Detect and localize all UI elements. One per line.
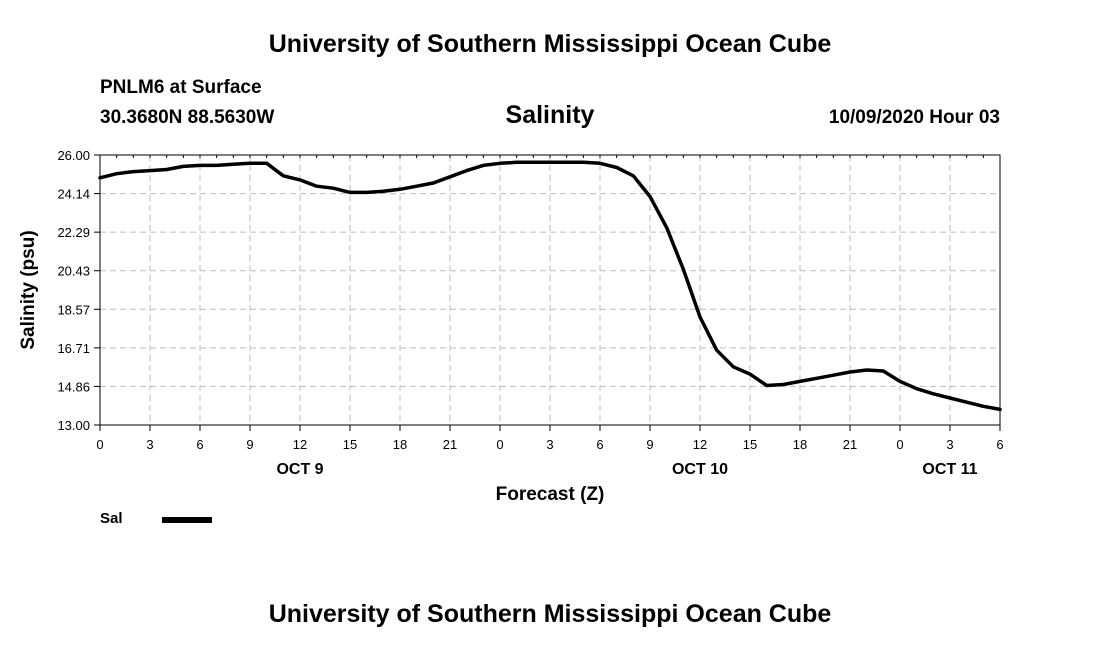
x-tick-label: 18 [393,437,407,452]
y-axis-label: Salinity (psu) [18,230,39,349]
x-tick-label: 3 [546,437,553,452]
x-tick-label: 0 [496,437,503,452]
day-label: OCT 11 [922,461,977,478]
x-tick-label: 12 [693,437,707,452]
y-tick-label: 22.29 [57,225,90,240]
x-tick-label: 6 [596,437,603,452]
chart-title: Salinity [505,101,595,129]
y-tick-label: 20.43 [57,264,90,279]
x-tick-label: 12 [293,437,307,452]
plot-frame [99,154,1001,426]
x-tick-label: 18 [793,437,807,452]
x-tick-label: 15 [743,437,757,452]
x-tick-label: 6 [996,437,1003,452]
x-tick-label: 9 [646,437,653,452]
x-tick-label: 21 [443,437,457,452]
legend-line-swatch [162,517,212,523]
day-label: OCT 9 [276,461,323,478]
day-label: OCT 10 [672,461,728,478]
x-tick-label: 6 [196,437,203,452]
y-tick-label: 24.14 [57,187,90,202]
x-tick-label: 15 [343,437,357,452]
date-label: 10/09/2020 Hour 03 [828,107,1000,128]
station-label: PNLM6 at Surface [100,77,262,98]
x-axis-label: Forecast (Z) [496,484,605,505]
y-tick-label: 14.86 [57,379,90,394]
y-tick-label: 18.57 [57,302,90,317]
series-line-sal [98,160,1002,412]
x-tick-label: 9 [246,437,253,452]
y-tick-label: 13.00 [57,418,90,433]
top-title: University of Southern Mississippi Ocean… [268,30,832,58]
x-tick-label: 0 [96,437,103,452]
y-tick-label: 16.71 [57,341,90,356]
legend-label: Sal [100,510,123,527]
x-tick-label: 0 [896,437,903,452]
x-tick-label: 21 [843,437,857,452]
x-tick-label: 3 [946,437,953,452]
footer-title: University of Southern Mississippi Ocean… [268,600,832,628]
coordinates-label: 30.3680N 88.5630W [100,107,275,128]
x-tick-label: 3 [146,437,153,452]
y-tick-label: 26.00 [57,148,90,163]
